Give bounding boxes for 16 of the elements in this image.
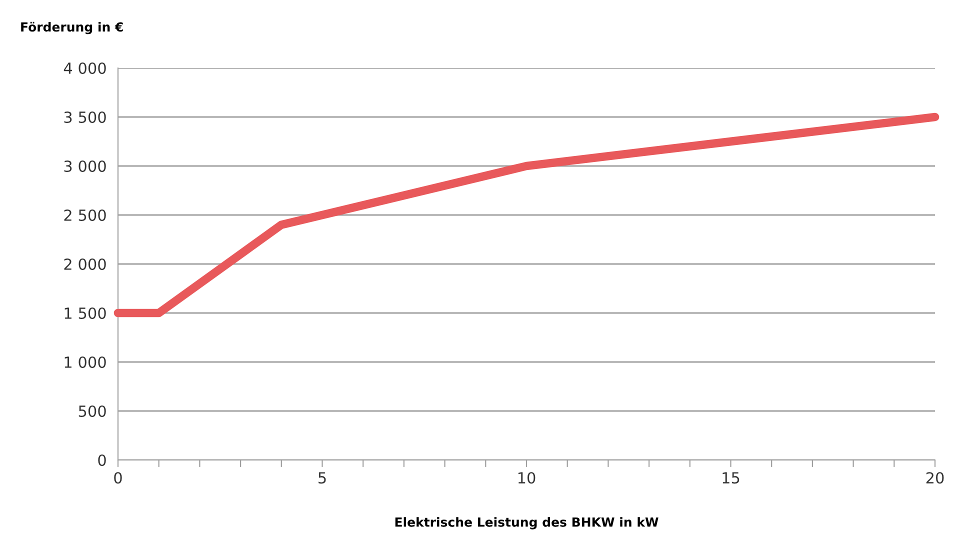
y-axis-title: Förderung in €: [21, 22, 123, 34]
y-tick-label: 500: [78, 405, 106, 418]
y-tick-label: 3 500: [64, 111, 106, 124]
x-tick-label: 0: [114, 472, 122, 484]
x-tick-label: 20: [926, 472, 944, 484]
y-tick-label: 1 000: [64, 356, 106, 368]
x-axis-title: Elektrische Leistung des BHKW in kW: [395, 517, 658, 530]
y-tick-label: 2 000: [64, 258, 106, 270]
x-tick-label: 10: [518, 472, 536, 484]
x-tick-label: 15: [722, 472, 740, 484]
y-tick-label: 1 500: [64, 307, 106, 320]
y-tick-label: 2 500: [64, 209, 106, 222]
y-tick-label: 0: [98, 454, 106, 466]
y-tick-label: 4 000: [64, 62, 106, 74]
y-tick-label: 3 000: [64, 160, 106, 172]
x-tick-label: 5: [318, 472, 326, 484]
